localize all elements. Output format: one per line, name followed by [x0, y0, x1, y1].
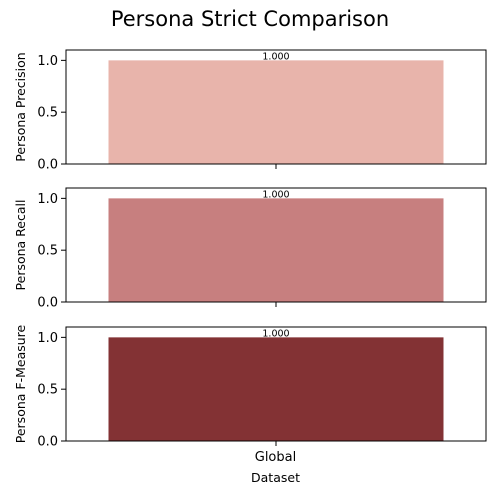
y-axis-label-panel-2: Persona Recall — [13, 200, 28, 291]
x-tick-label-global: Global — [255, 450, 296, 465]
data-label-panel-2-0: 1.000 — [262, 189, 289, 200]
y-tick-label-panel-1-0: 0.0 — [37, 158, 58, 173]
y-tick-label-panel-2-1: 0.5 — [37, 244, 58, 259]
y-axis-label-panel-1: Persona Precision — [13, 52, 28, 161]
y-tick-label-panel-3-0: 0.0 — [37, 435, 58, 450]
y-axis-label-panel-3: Persona F-Measure — [13, 324, 28, 443]
bar-panel-2-0 — [108, 198, 444, 302]
data-label-panel-1-0: 1.000 — [262, 51, 289, 62]
x-axis-label: Dataset — [251, 470, 300, 485]
axes-frame-panel-1 — [65, 49, 487, 165]
panels: 1.000 0.0 0.5 1.0 Persona Precision 1.000 0.0 0… — [13, 49, 487, 450]
y-tick-label-panel-3-2: 1.0 — [37, 331, 58, 346]
y-tick-label-panel-1-2: 1.0 — [37, 54, 58, 69]
axes-frame-panel-2 — [65, 187, 487, 303]
bar-panel-3-0 — [108, 337, 444, 441]
y-tick-label-panel-3-1: 0.5 — [37, 383, 58, 398]
data-label-panel-3-0: 1.000 — [262, 328, 289, 339]
y-tick-label-panel-2-0: 0.0 — [37, 296, 58, 311]
y-tick-label-panel-1-1: 0.5 — [37, 106, 58, 121]
axes-frame-panel-3 — [65, 326, 487, 442]
chart-title: Persona Strict Comparison — [111, 7, 389, 31]
bar-panel-1-0 — [108, 60, 444, 165]
y-tick-label-panel-2-2: 1.0 — [37, 192, 58, 207]
